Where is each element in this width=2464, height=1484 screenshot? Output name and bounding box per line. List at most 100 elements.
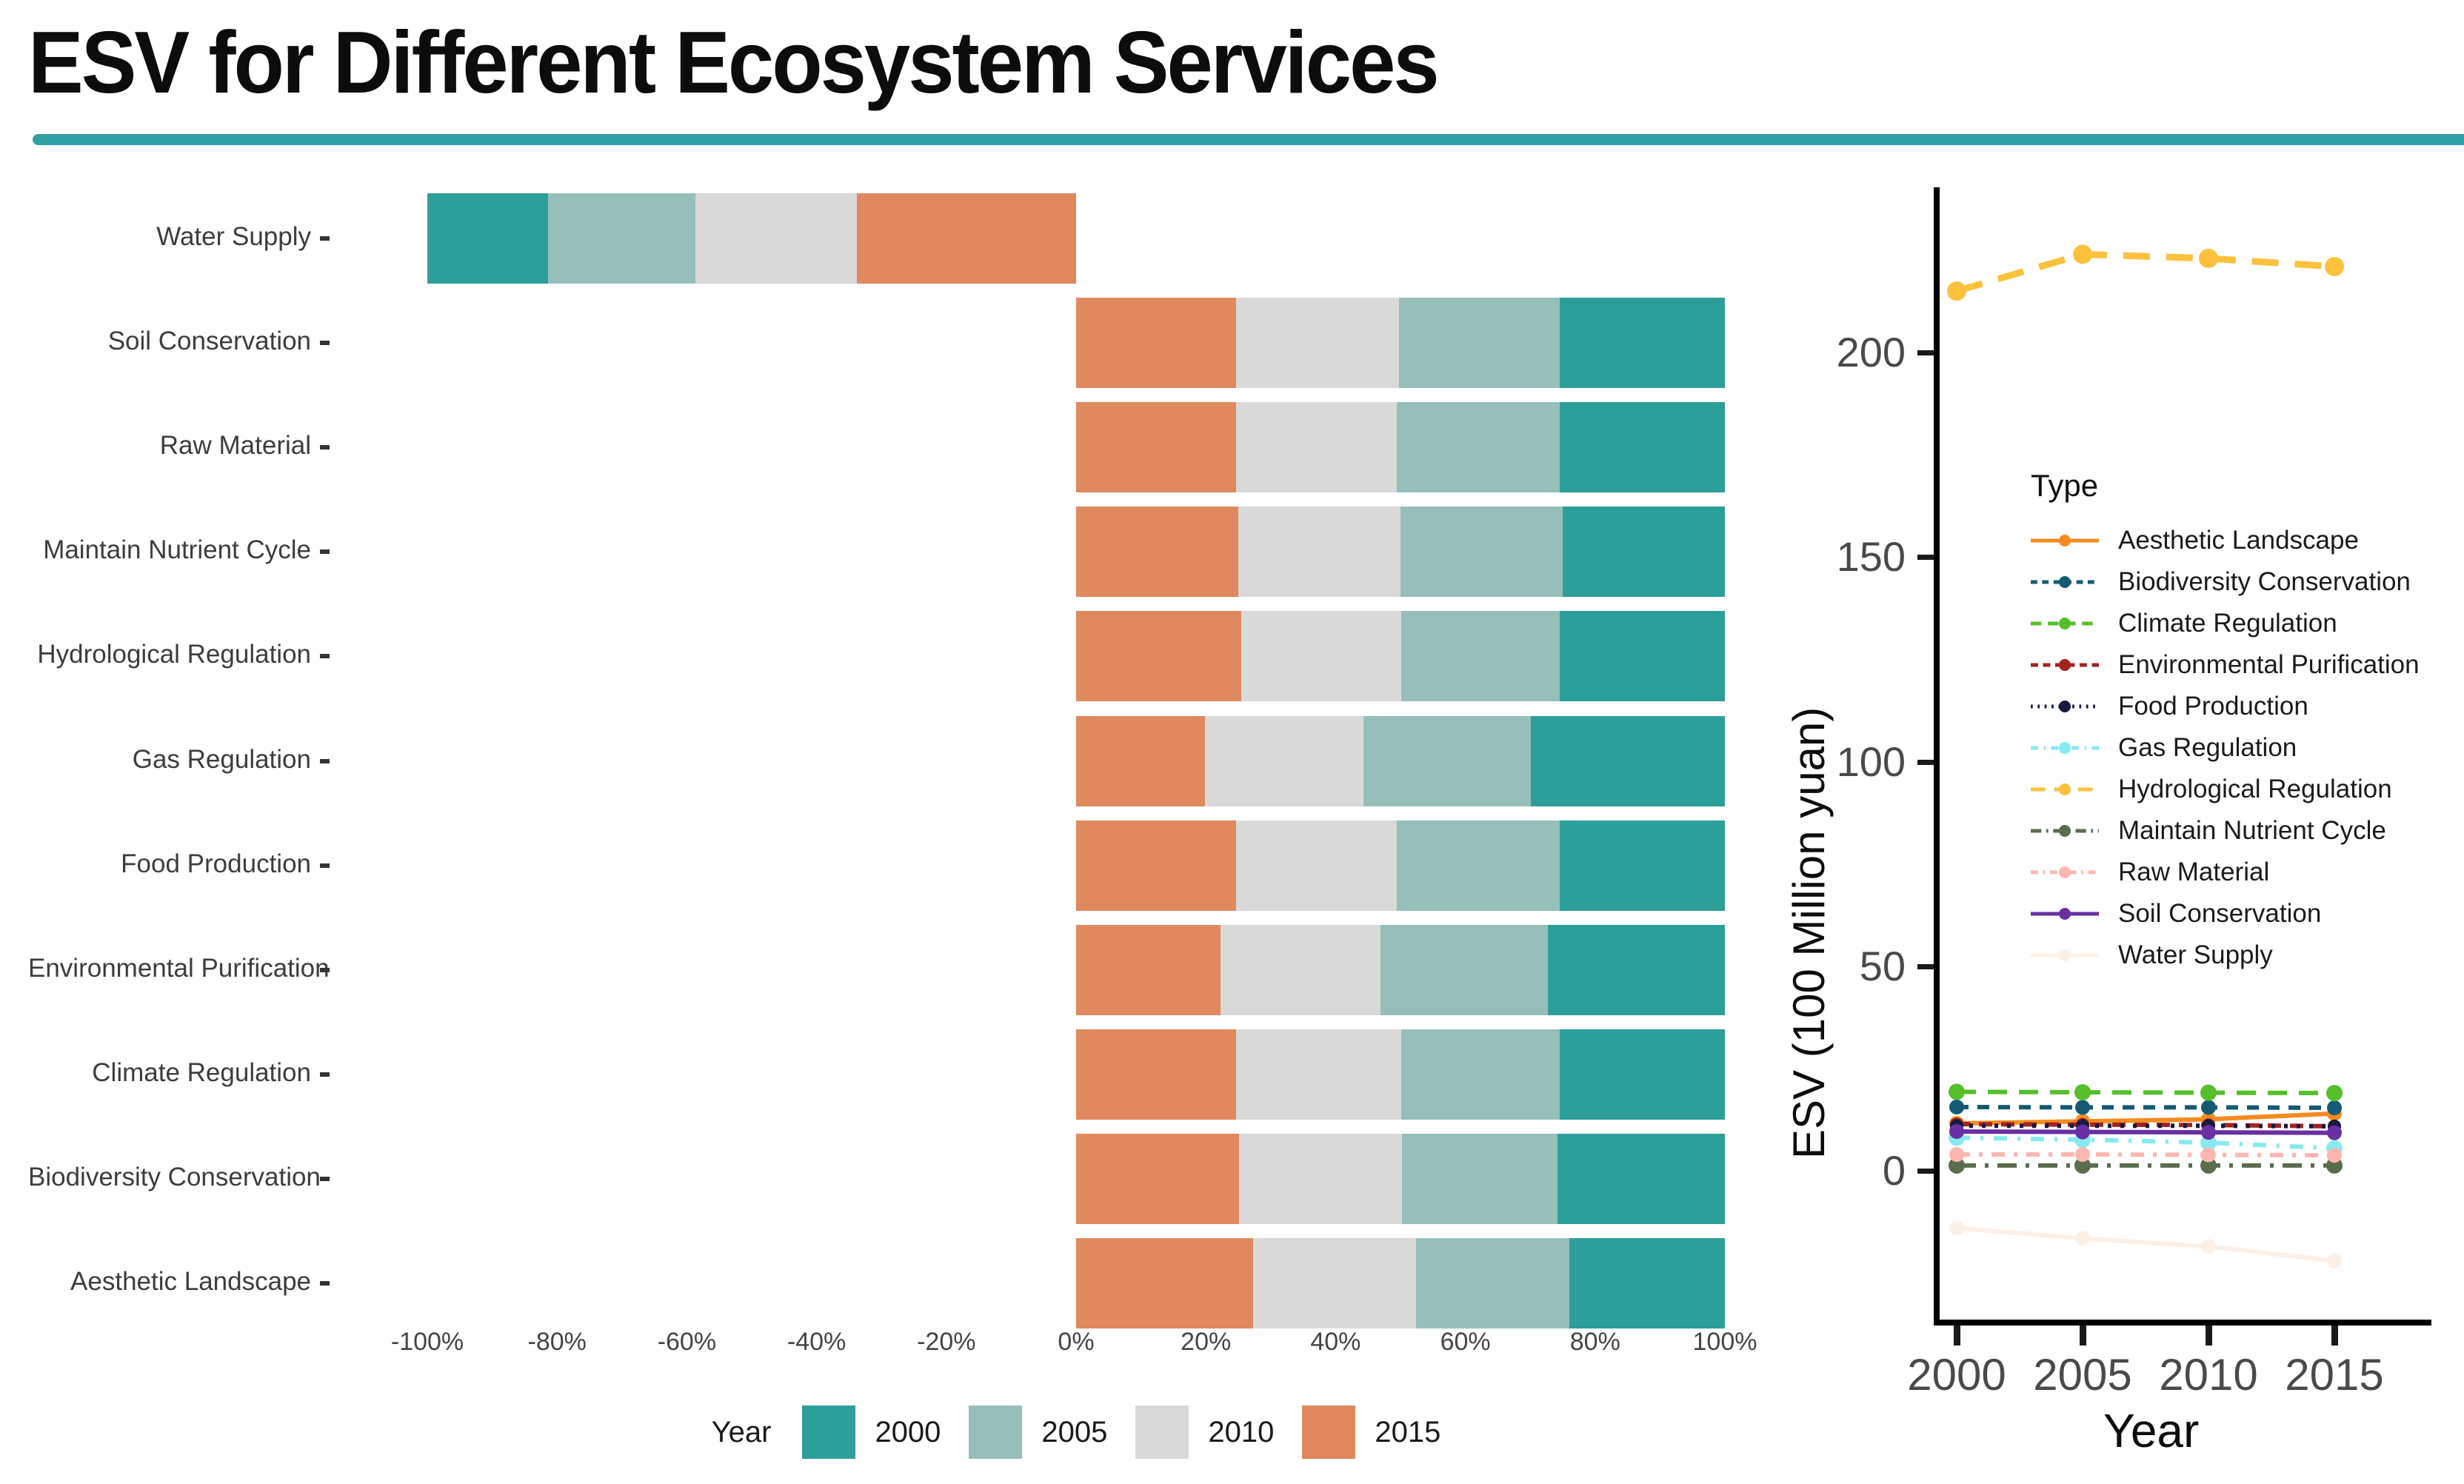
bar-row-label: Soil Conservation [107,327,311,356]
year-legend-title: Year [711,1415,772,1448]
data-point [2201,1100,2216,1115]
x-tick-label: 2010 [2159,1350,2258,1400]
x-tick-mark [1954,1326,1960,1346]
bar-x-tick-label: 60% [1440,1328,1491,1356]
bar-row-tick [320,863,330,868]
x-axis-title: Year [2103,1404,2200,1457]
type-legend: Type Aesthetic Landscape Biodiversity Con… [2031,468,2420,976]
data-point [2200,1157,2217,1174]
legend-key [2031,659,2099,671]
y-tick-label: 0 [1882,1147,1906,1194]
series-line [1955,250,2335,295]
year-legend-item: 2010 [1135,1406,1274,1459]
legend-key-dot [2059,949,2071,961]
bar-x-tick-label: -60% [657,1328,717,1356]
type-legend-label: Gas Regulation [2118,733,2297,762]
type-legend-entries: Aesthetic Landscape Biodiversity Conserva… [2031,520,2420,976]
bar-x-tick-label: 0% [1058,1328,1095,1356]
legend-key-dot [2059,742,2071,754]
legend-key-dot [2059,701,2071,712]
year-legend-item: 2000 [802,1406,941,1459]
legend-key [2031,949,2099,961]
line-series [1947,244,2344,301]
line-series [1949,1099,2342,1115]
bar-segment [1559,611,1725,702]
data-point [2201,1239,2216,1254]
legend-key [2031,825,2099,837]
legend-key [2031,783,2099,795]
legend-key-dot [2059,659,2071,671]
legend-key [2031,576,2099,588]
bar-row-label: Climate Regulation [92,1057,311,1087]
legend-key-dot [2059,618,2071,629]
data-point [2327,1253,2342,1269]
year-legend-label: 2015 [1375,1415,1441,1448]
x-tick-mark [2206,1326,2212,1346]
legend-key-dot [2059,535,2071,547]
bar-segment [1236,298,1400,389]
y-tick-mark [1917,350,1934,355]
type-legend-label: Environmental Purification [2118,650,2420,679]
bar-segment [1400,1029,1560,1120]
bar-x-tick-label: 40% [1310,1328,1361,1356]
data-point [2200,1134,2217,1151]
year-legend-swatch [802,1406,856,1459]
line-series [1949,1083,2343,1102]
year-legend-items: 2000 2005 2010 2015 [802,1406,1440,1459]
data-point [2074,1084,2091,1100]
legend-key-dot [2059,866,2071,878]
bar-segment [1253,1238,1416,1328]
data-point [2326,1085,2343,1102]
year-legend-swatch [1135,1406,1189,1459]
bar-segment [1563,507,1725,598]
bar-segment [1220,924,1380,1015]
bar-row-tick [320,1176,330,1181]
data-point [2200,1084,2217,1101]
legend-key [2031,908,2099,920]
data-point [1949,1083,1965,1100]
type-legend-label: Food Production [2118,692,2308,721]
type-legend-item: Food Production [2031,686,2420,727]
x-axis-line [1934,1320,2431,1326]
bar-segment [1557,1133,1725,1224]
bar-segment [1076,1133,1239,1224]
series-line [1956,1135,2335,1151]
y-tick-label: 200 [1836,329,1906,375]
bar-segment [427,193,548,284]
y-tick-mark [1917,759,1934,765]
bar-row-label: Gas Regulation [132,744,311,774]
bar-segment [1076,298,1237,389]
x-tick-label: 2000 [1907,1350,2006,1400]
series-line [1956,1129,2335,1135]
series-line [1956,1104,2335,1110]
data-point [2327,1100,2342,1115]
bar-row-label: Food Production [121,849,311,878]
type-legend-item: Maintain Nutrient Cycle [2031,810,2420,852]
type-legend-label: Biodiversity Conservation [2118,567,2411,596]
y-tick-label: 150 [1836,533,1906,581]
y-axis-line [1934,187,1940,1325]
data-point [1949,1124,1964,1139]
data-point [1947,281,1966,301]
bar-row-tick [320,654,330,659]
data-point [1949,1157,1965,1174]
data-point [2075,1231,2090,1246]
line-series [1949,1220,2342,1269]
data-point [1949,1099,1964,1114]
bar-segment [1235,1029,1401,1120]
y-tick-label: 100 [1836,738,1906,785]
bar-row-label: Raw Material [159,431,311,461]
type-legend-label: Hydrological Regulation [2118,775,2392,803]
bar-segment [1416,1238,1569,1328]
data-point [1949,1147,1964,1162]
bar-segment [1380,924,1548,1015]
bar-row-tick [320,1072,330,1077]
bar-segment [1076,1238,1254,1328]
year-legend-label: 2010 [1208,1415,1275,1448]
legend-key [2031,866,2099,878]
x-tick-label: 2015 [2285,1350,2384,1400]
type-legend-item: Climate Regulation [2031,603,2420,644]
y-tick-label: 50 [1859,942,1906,989]
bar-segment [1076,924,1221,1015]
bar-x-tick-label: -20% [917,1328,976,1356]
